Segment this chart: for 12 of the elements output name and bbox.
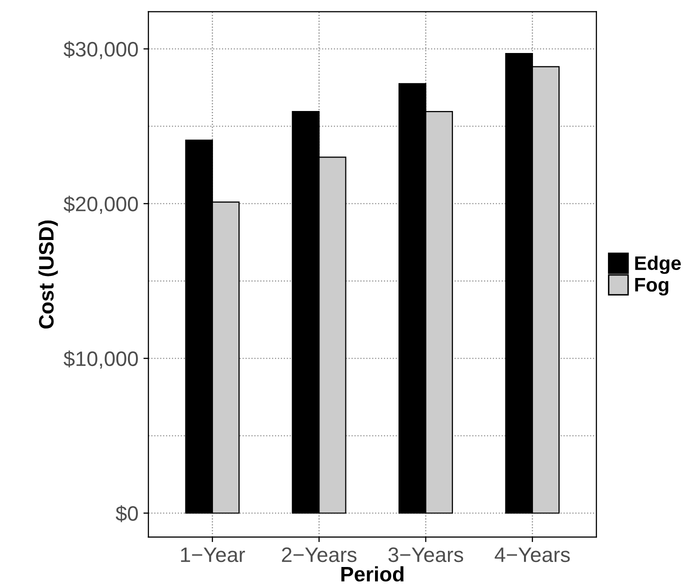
y-tick-label: $0: [116, 505, 138, 522]
legend-label: Fog: [635, 278, 668, 296]
y-axis-title: Cost (USD): [38, 220, 58, 329]
x-tick-label: 1−Year: [181, 548, 245, 562]
y-tick-label: $30,000: [64, 41, 138, 60]
x-tick-label: 3−Years: [388, 547, 464, 562]
x-axis-title: Period: [341, 566, 404, 582]
x-tick-label: 2−Years: [282, 547, 356, 562]
y-tick-label: $10,000: [64, 350, 138, 369]
legend-label: Edge: [635, 256, 681, 274]
y-tick-label: $20,000: [64, 196, 138, 214]
x-tick-label: 4−Years: [494, 548, 570, 562]
